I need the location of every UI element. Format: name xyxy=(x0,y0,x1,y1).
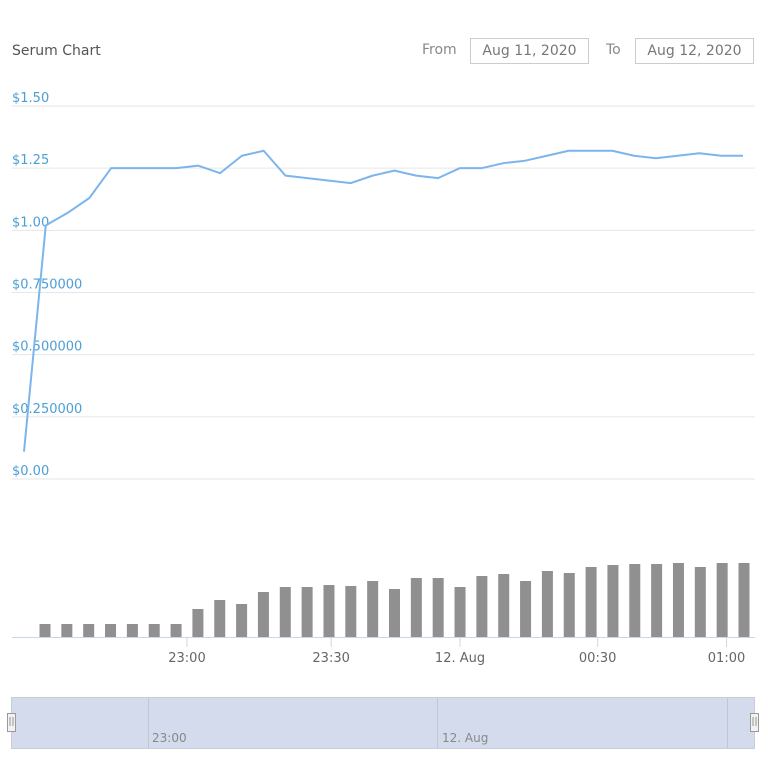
navigator-tick xyxy=(437,698,438,748)
navigator[interactable]: 23:00 12. Aug xyxy=(11,697,755,749)
x-tick-label: 12. Aug xyxy=(435,651,485,666)
to-label: To xyxy=(606,42,621,58)
volume-bar xyxy=(585,567,597,637)
volume-bar xyxy=(716,563,728,637)
volume-bar xyxy=(607,565,619,637)
navigator-right-handle[interactable]: || xyxy=(750,713,759,732)
volume-bar xyxy=(345,586,357,637)
volume-bar xyxy=(738,563,750,637)
price-line xyxy=(23,149,743,452)
volume-bar xyxy=(323,585,335,637)
x-tick-label: 23:30 xyxy=(312,651,349,666)
navigator-label: 23:00 xyxy=(152,731,187,745)
volume-bar xyxy=(520,581,532,637)
volume-bar xyxy=(148,624,160,637)
y-tick-label: $1.25 xyxy=(12,153,49,168)
volume-bar xyxy=(454,587,466,637)
y-tick-label: $1.00 xyxy=(12,215,49,230)
from-label: From xyxy=(422,42,457,58)
volume-bar xyxy=(629,564,641,637)
y-tick-label: $0.00 xyxy=(12,464,49,479)
volume-bar xyxy=(257,592,269,637)
volume-bar xyxy=(236,604,248,637)
y-tick-label: $0.500000 xyxy=(12,340,82,355)
x-tick-label: 01:00 xyxy=(708,651,745,666)
y-tick-label: $1.50 xyxy=(12,91,49,106)
navigator-tick xyxy=(148,698,149,748)
volume-bar xyxy=(279,587,291,637)
to-date-input[interactable]: Aug 12, 2020 xyxy=(635,38,754,64)
volume-bar xyxy=(170,624,182,637)
volume-bar xyxy=(651,564,663,637)
x-tick-label: 23:00 xyxy=(168,651,205,666)
volume-bar xyxy=(410,578,422,637)
from-date-input[interactable]: Aug 11, 2020 xyxy=(470,38,589,64)
volume-bar xyxy=(39,624,51,637)
volume-bar xyxy=(367,581,379,637)
navigator-left-handle[interactable]: || xyxy=(7,713,16,732)
chart-title: Serum Chart xyxy=(12,43,101,59)
volume-bar xyxy=(672,563,684,637)
y-tick-label: $0.750000 xyxy=(12,278,82,293)
y-tick-label: $0.250000 xyxy=(12,402,82,417)
volume-bar xyxy=(476,576,488,637)
navigator-tick xyxy=(727,698,728,748)
volume-bar xyxy=(498,574,510,637)
volume-bar xyxy=(105,624,117,637)
volume-bar xyxy=(301,587,313,637)
volume-bar xyxy=(541,571,553,637)
volume-bar xyxy=(83,624,95,637)
volume-bar xyxy=(214,600,226,637)
volume-bar xyxy=(389,589,400,637)
volume-bar xyxy=(126,624,138,637)
volume-bar xyxy=(192,609,204,637)
x-tick-label: 00:30 xyxy=(579,651,616,666)
price-volume-chart: $1.50 $1.25 $1.00 $0.750000 $0.500000 $0.2500… xyxy=(12,91,755,666)
volume-bar xyxy=(432,578,444,637)
navigator-label: 12. Aug xyxy=(442,731,489,745)
volume-bar xyxy=(694,567,706,637)
volume-bar xyxy=(563,573,575,637)
volume-bar xyxy=(61,624,73,637)
